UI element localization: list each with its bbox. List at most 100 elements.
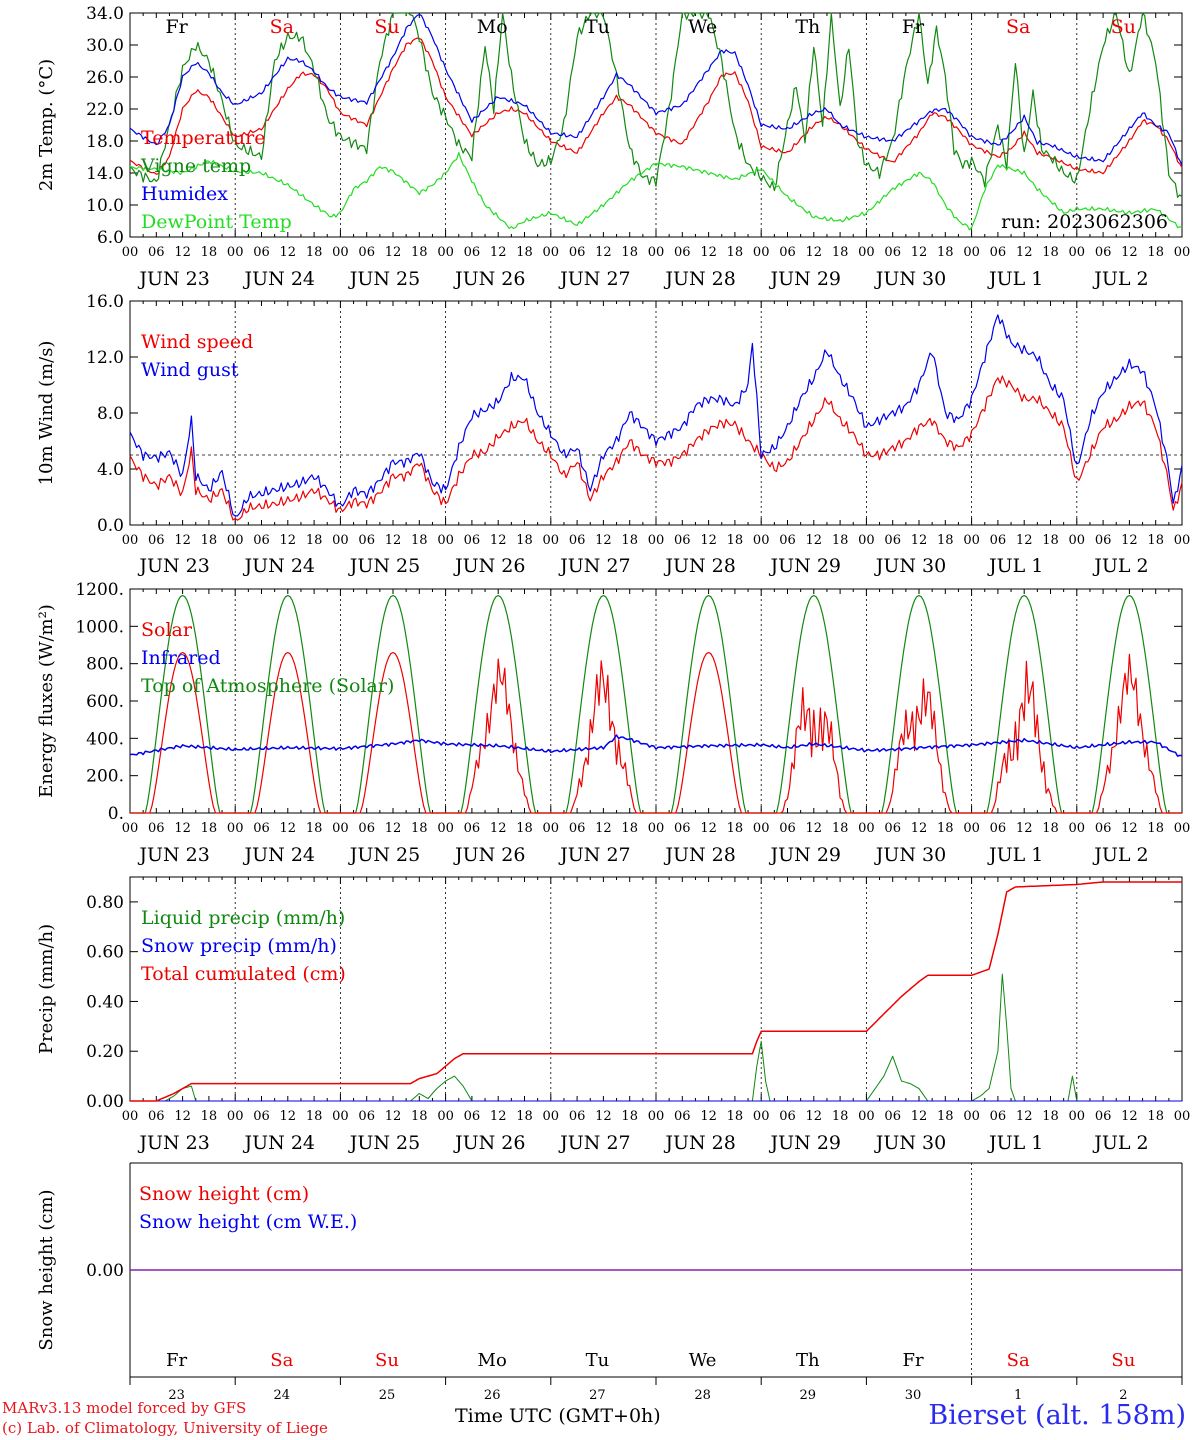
hour-tick-label: 18 [516,1109,533,1124]
hour-tick-label: 00 [437,245,454,260]
hour-tick-label: 06 [674,1109,691,1124]
legend-total-cumulated-cm-: Total cumulated (cm) [141,963,346,985]
legend-snow-precip-mm-h-: Snow precip (mm/h) [141,935,337,957]
hour-tick-label: 06 [779,1109,796,1124]
hour-tick-label: 06 [1095,821,1112,836]
day-number-label: 26 [484,1388,501,1403]
hour-tick-label: 06 [148,1109,165,1124]
hour-tick-label: 12 [1016,245,1033,260]
weekday-label: Tu [585,16,610,38]
hour-tick-label: 00 [122,533,139,548]
date-label: JUN 29 [769,844,841,866]
hour-tick-label: 18 [621,1109,638,1124]
hour-tick-label: 00 [437,821,454,836]
hour-tick-label: 12 [490,821,507,836]
date-label: JUN 24 [243,268,315,290]
hour-tick-label: 18 [516,245,533,260]
date-label: JUN 24 [243,1132,315,1154]
weekday-label: Mo [478,1350,507,1371]
hour-tick-label: 12 [490,245,507,260]
hour-tick-label: 12 [1121,245,1138,260]
hour-tick-label: 06 [674,245,691,260]
y-tick-label: 0.80 [86,893,124,913]
hour-tick-label: 06 [674,821,691,836]
hour-tick-label: 06 [779,245,796,260]
hour-tick-label: 12 [1121,1109,1138,1124]
hour-tick-label: 18 [411,533,428,548]
y-tick-label: 400. [86,729,124,749]
hour-tick-label: 00 [753,533,770,548]
hour-tick-label: 18 [1042,821,1059,836]
hour-tick-label: 06 [1095,245,1112,260]
hour-tick-label: 06 [148,821,165,836]
hour-tick-label: 06 [358,821,375,836]
series-temperature [129,37,1183,175]
run-label: run: 2023062306 [1001,211,1168,233]
hour-tick-label: 12 [1016,533,1033,548]
hour-tick-label: 12 [280,821,297,836]
weekday-label: Sa [1007,1350,1030,1371]
date-label: JUN 25 [348,844,420,866]
date-label: JUN 26 [453,844,525,866]
y-tick-label: 200. [86,767,124,787]
hour-tick-label: 06 [569,821,586,836]
hour-tick-label: 18 [832,245,849,260]
hour-tick-label: 12 [490,533,507,548]
hour-tick-label: 12 [806,533,823,548]
hour-tick-label: 00 [227,821,244,836]
panel-3: 00 06 12 18 00 06 12 18 00 06 12 18 00 06 12 18 00 06 12 18… [122,588,1190,866]
date-label: JUL 1 [987,268,1043,290]
hour-tick-label: 18 [621,821,638,836]
hour-tick-label: 06 [569,245,586,260]
weekday-label: We [688,16,717,38]
hour-tick-label: 00 [227,1109,244,1124]
hour-tick-label: 12 [700,533,717,548]
hour-tick-label: 00 [648,533,665,548]
hour-tick-label: 00 [543,245,560,260]
hour-tick-label: 12 [911,821,928,836]
hour-tick-label: 06 [148,245,165,260]
hour-tick-label: 06 [990,821,1007,836]
hour-tick-label: 12 [911,1109,928,1124]
weekday-label: Su [375,1350,399,1371]
hour-tick-label: 12 [280,533,297,548]
date-label: JUN 27 [558,268,630,290]
hour-tick-label: 00 [227,245,244,260]
series-solar [130,651,1182,814]
date-label: JUN 29 [769,268,841,290]
y-tick-label: 14.0 [86,164,124,184]
hour-tick-label: 00 [1069,1109,1086,1124]
hour-tick-label: 12 [806,821,823,836]
date-label: JUN 25 [348,1132,420,1154]
y-tick-label: 8.0 [97,404,124,424]
legend-solar: Solar [141,619,193,641]
model-credit: MARv3.13 model forced by GFS [2,1399,247,1417]
hour-tick-label: 18 [621,533,638,548]
hour-tick-label: 06 [569,533,586,548]
y-axis-label: Precip (mm/h) [36,924,57,1054]
date-label: JUN 24 [243,844,315,866]
hour-tick-label: 18 [1147,533,1164,548]
hour-tick-label: 06 [569,1109,586,1124]
date-label: JUL 1 [987,555,1043,577]
panel-2: 00 06 12 18 00 06 12 18 00 06 12 18 00 06 12 18 00 06 12 18… [122,300,1191,577]
hour-tick-label: 06 [148,533,165,548]
y-tick-label: 0. [108,804,124,824]
y-axis-label: 2m Temp. (°C) [36,59,57,191]
hour-tick-label: 12 [385,821,402,836]
hour-tick-label: 00 [963,245,980,260]
hour-tick-label: 18 [937,1109,954,1124]
y-tick-label: 18.0 [86,132,124,152]
weekday-label: Th [795,16,820,38]
hour-tick-label: 00 [1174,533,1191,548]
hour-tick-label: 00 [332,533,349,548]
panel-5: 0.00 Snow height (cm) Snow height (cm) Snow… [36,1162,1183,1403]
hour-tick-label: 00 [1174,245,1191,260]
date-label: JUN 25 [348,555,420,577]
weekday-label: Sa [1006,16,1030,38]
y-axis-label: Energy fluxes (W/m²) [36,604,57,798]
legend-snow-1: Snow height (cm W.E.) [139,1211,357,1233]
date-label: JUL 2 [1092,1132,1148,1154]
hour-tick-label: 06 [990,245,1007,260]
